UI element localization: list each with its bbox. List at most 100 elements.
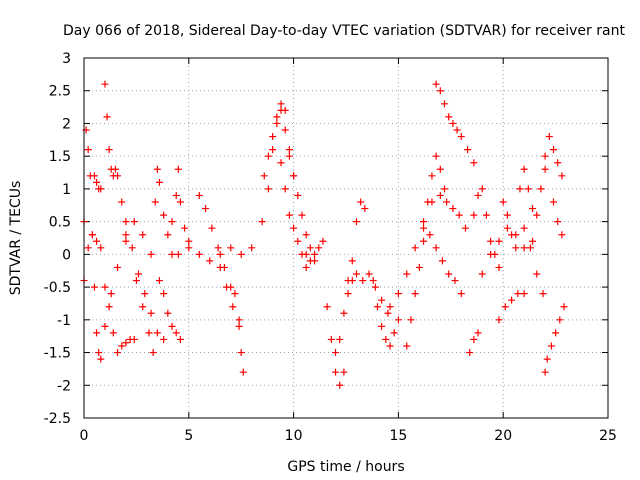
data-point: [168, 218, 176, 226]
data-point: [441, 100, 449, 108]
data-point: [101, 80, 109, 88]
data-point: [526, 244, 534, 252]
series-sat-ae: [436, 191, 469, 232]
data-point: [285, 211, 293, 219]
data-point: [206, 257, 214, 265]
data-point: [495, 237, 503, 245]
data-point: [84, 244, 92, 252]
data-point: [273, 119, 281, 127]
x-tick-label: 10: [285, 428, 303, 444]
data-point: [172, 191, 180, 199]
data-point: [378, 296, 386, 304]
data-point: [508, 231, 516, 239]
data-point: [394, 316, 402, 324]
data-point: [195, 250, 203, 258]
data-point: [420, 218, 428, 226]
series-sat-e: [101, 283, 138, 357]
data-point: [365, 270, 373, 278]
data-point: [277, 100, 285, 108]
data-point: [403, 342, 411, 350]
data-point: [315, 244, 323, 252]
data-point: [552, 329, 560, 337]
y-tick-label: 2: [62, 116, 71, 132]
data-point: [147, 250, 155, 258]
data-point: [340, 368, 348, 376]
series-sat-ab: [420, 152, 449, 232]
data-point: [223, 283, 231, 291]
data-point: [432, 80, 440, 88]
series-sat-u: [323, 303, 348, 389]
data-point: [114, 172, 122, 180]
tick-layer: 0 5 10 15 20 25 -2.5 -2 -1.5 -1 -0.5 0 0.5 1 1.5 2 2.5 3: [44, 51, 617, 444]
series-sat-ai: [495, 290, 528, 324]
data-point: [93, 329, 101, 337]
data-point: [424, 198, 432, 206]
data-point: [327, 335, 335, 343]
series-sat-am: [529, 165, 549, 245]
data-point: [503, 211, 511, 219]
data-point: [449, 119, 457, 127]
chart-title: Day 066 of 2018, Sidereal Day-to-day VTE…: [63, 23, 625, 39]
data-point: [558, 172, 566, 180]
data-point: [122, 218, 130, 226]
data-point: [248, 244, 256, 252]
y-tick-label: -0.5: [44, 280, 71, 296]
data-point: [107, 290, 115, 298]
data-point: [378, 322, 386, 330]
data-point: [520, 290, 528, 298]
data-point: [264, 185, 272, 193]
data-point: [495, 316, 503, 324]
series-sat-an: [541, 133, 566, 180]
x-tick-label: 5: [184, 428, 193, 444]
data-point: [260, 172, 268, 180]
data-point: [482, 211, 490, 219]
series-sat-h: [132, 277, 157, 357]
data-point: [470, 335, 478, 343]
data-point: [428, 172, 436, 180]
series-sat-n: [216, 263, 243, 330]
data-point: [554, 218, 562, 226]
data-point: [461, 224, 469, 232]
data-point: [174, 165, 182, 173]
data-point: [554, 159, 562, 167]
data-point: [495, 263, 503, 271]
data-point: [202, 205, 210, 213]
y-tick-label: -1.5: [44, 346, 71, 362]
data-point: [487, 237, 495, 245]
x-tick-label: 25: [599, 428, 617, 444]
series-sat-l: [174, 244, 256, 265]
data-point: [514, 290, 522, 298]
data-point: [164, 231, 172, 239]
data-point: [130, 335, 138, 343]
data-point: [524, 185, 532, 193]
data-point: [541, 368, 549, 376]
data-point: [105, 146, 113, 154]
data-point: [438, 257, 446, 265]
data-point: [508, 296, 516, 304]
data-point: [512, 244, 520, 252]
data-point: [103, 113, 111, 121]
y-tick-label: -1: [57, 313, 71, 329]
data-point: [478, 185, 486, 193]
grid-layer: [84, 58, 608, 418]
data-point: [134, 270, 142, 278]
data-point: [160, 290, 168, 298]
data-point: [84, 146, 92, 154]
y-tick-label: 2.5: [49, 84, 71, 100]
data-point: [109, 329, 117, 337]
data-point: [464, 146, 472, 154]
data-point: [155, 277, 163, 285]
data-point: [547, 342, 555, 350]
data-point: [373, 303, 381, 311]
data-point: [436, 165, 444, 173]
data-point: [237, 349, 245, 357]
data-point: [90, 172, 98, 180]
data-point: [470, 211, 478, 219]
data-point: [336, 381, 344, 389]
data-point: [160, 335, 168, 343]
data-point: [344, 290, 352, 298]
data-point: [114, 263, 122, 271]
data-point: [237, 250, 245, 258]
data-point: [172, 329, 180, 337]
series-sat-g: [122, 231, 168, 343]
